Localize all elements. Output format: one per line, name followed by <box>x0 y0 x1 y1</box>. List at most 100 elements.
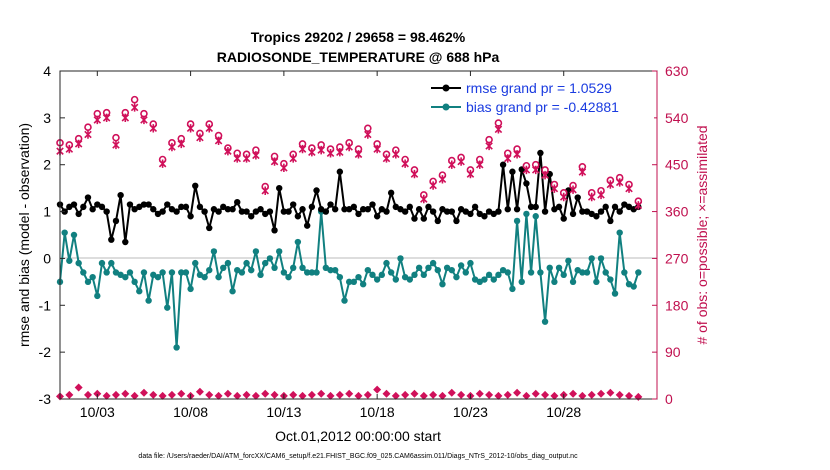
rmse-point <box>75 210 82 218</box>
rmse-point <box>616 208 623 215</box>
bias-point <box>355 273 362 281</box>
rejected-point <box>363 390 372 399</box>
bias-point <box>276 248 283 255</box>
rmse-point <box>159 208 166 215</box>
bias-point <box>527 269 535 276</box>
bias-point <box>518 278 525 286</box>
bias-point <box>164 304 171 311</box>
assimilated-point <box>205 124 214 133</box>
bias-point <box>299 264 306 271</box>
bias-point <box>425 264 432 271</box>
rmse-point <box>579 208 586 215</box>
y-right-tick-label: 540 <box>665 110 689 126</box>
possible-point <box>112 133 120 142</box>
rmse-point <box>266 208 274 215</box>
y-right-tick-label: 90 <box>665 344 681 360</box>
assimilated-point <box>158 159 167 168</box>
rejected-point <box>270 390 279 399</box>
rmse-point <box>308 203 316 211</box>
rmse-point <box>290 201 297 208</box>
rejected-point <box>326 391 335 400</box>
rmse-point <box>602 203 609 211</box>
bias-point <box>238 269 246 276</box>
rmse-point <box>537 149 544 157</box>
rmse-point <box>597 208 605 215</box>
rmse-point <box>285 208 292 215</box>
rmse-point <box>541 208 549 215</box>
bias-point <box>140 269 148 276</box>
rejected-point <box>121 389 130 398</box>
y-right-tick-label: 270 <box>665 250 689 266</box>
bias-point <box>61 229 68 236</box>
assimilated-point <box>345 142 353 152</box>
bias-point <box>434 266 441 274</box>
rejected-point <box>373 385 382 394</box>
chart-title-line1: Tropics 29202 / 29658 = 98.462% <box>251 29 466 45</box>
bias-point <box>490 276 497 283</box>
assimilated-point <box>214 136 223 145</box>
rmse-point <box>569 210 577 218</box>
rejected-point <box>625 391 634 400</box>
assimilated-point <box>597 190 605 200</box>
bias-point <box>220 264 227 271</box>
rmse-point <box>383 208 390 215</box>
bias-point <box>373 276 381 283</box>
rmse-point <box>523 180 530 187</box>
y-right-tick-label: 0 <box>665 391 673 407</box>
assimilated-point <box>448 160 456 169</box>
rmse-point <box>373 213 381 220</box>
bias-point <box>597 255 605 262</box>
chart-title-line2: RADIOSONDE_TEMPERATURE @ 688 hPa <box>217 49 500 65</box>
rmse-point <box>495 208 502 215</box>
rmse-point <box>387 189 395 197</box>
rejected-point <box>242 390 251 399</box>
rejected-point <box>587 390 596 399</box>
assimilated-point <box>130 103 139 112</box>
assimilated-point <box>149 124 158 133</box>
bias-point <box>635 269 642 276</box>
rmse-point <box>593 213 600 220</box>
assimilated-point <box>541 170 549 180</box>
bias-point <box>504 269 511 276</box>
rejected-point <box>522 391 531 400</box>
assimilated-point <box>336 148 344 157</box>
rmse-point <box>611 203 619 211</box>
bias-point <box>280 269 288 276</box>
y-axis-label-right: # of obs: o=possible; ×=assimilated <box>694 125 710 344</box>
rejected-point <box>606 388 615 397</box>
bias-point <box>70 231 78 239</box>
bias-point <box>126 269 134 276</box>
bias-point <box>341 297 348 304</box>
assimilated-point <box>354 150 363 159</box>
bias-point <box>588 255 595 262</box>
bias-point <box>122 273 129 281</box>
rejected-point <box>139 388 148 397</box>
rmse-point <box>443 208 451 215</box>
y-left-tick-label: -3 <box>39 391 52 407</box>
bias-point <box>387 269 395 276</box>
assimilated-point <box>438 175 447 184</box>
bias-point <box>560 271 567 279</box>
assimilated-point <box>326 149 335 158</box>
y-right-tick-label: 180 <box>665 297 689 313</box>
bias-point <box>262 259 269 267</box>
bias-point <box>611 290 619 297</box>
assimilated-point <box>420 194 428 204</box>
bias-point <box>80 269 87 276</box>
bias-point <box>229 288 236 295</box>
bias-point <box>103 269 110 276</box>
bias-point <box>397 255 404 262</box>
rmse-point <box>499 161 507 168</box>
rmse-point <box>145 201 152 208</box>
rmse-point <box>201 208 208 215</box>
bias-point <box>420 271 427 279</box>
bias-point <box>182 269 190 276</box>
rmse-point <box>178 203 185 211</box>
rmse-point <box>140 201 148 208</box>
data-file-footer: data file: /Users/raeder/DAI/ATM_forcXX/… <box>138 453 578 460</box>
bias-point <box>336 273 344 281</box>
bias-point <box>168 269 176 276</box>
rmse-point <box>364 206 372 213</box>
assimilated-point <box>634 201 643 210</box>
assimilated-point <box>457 157 465 166</box>
